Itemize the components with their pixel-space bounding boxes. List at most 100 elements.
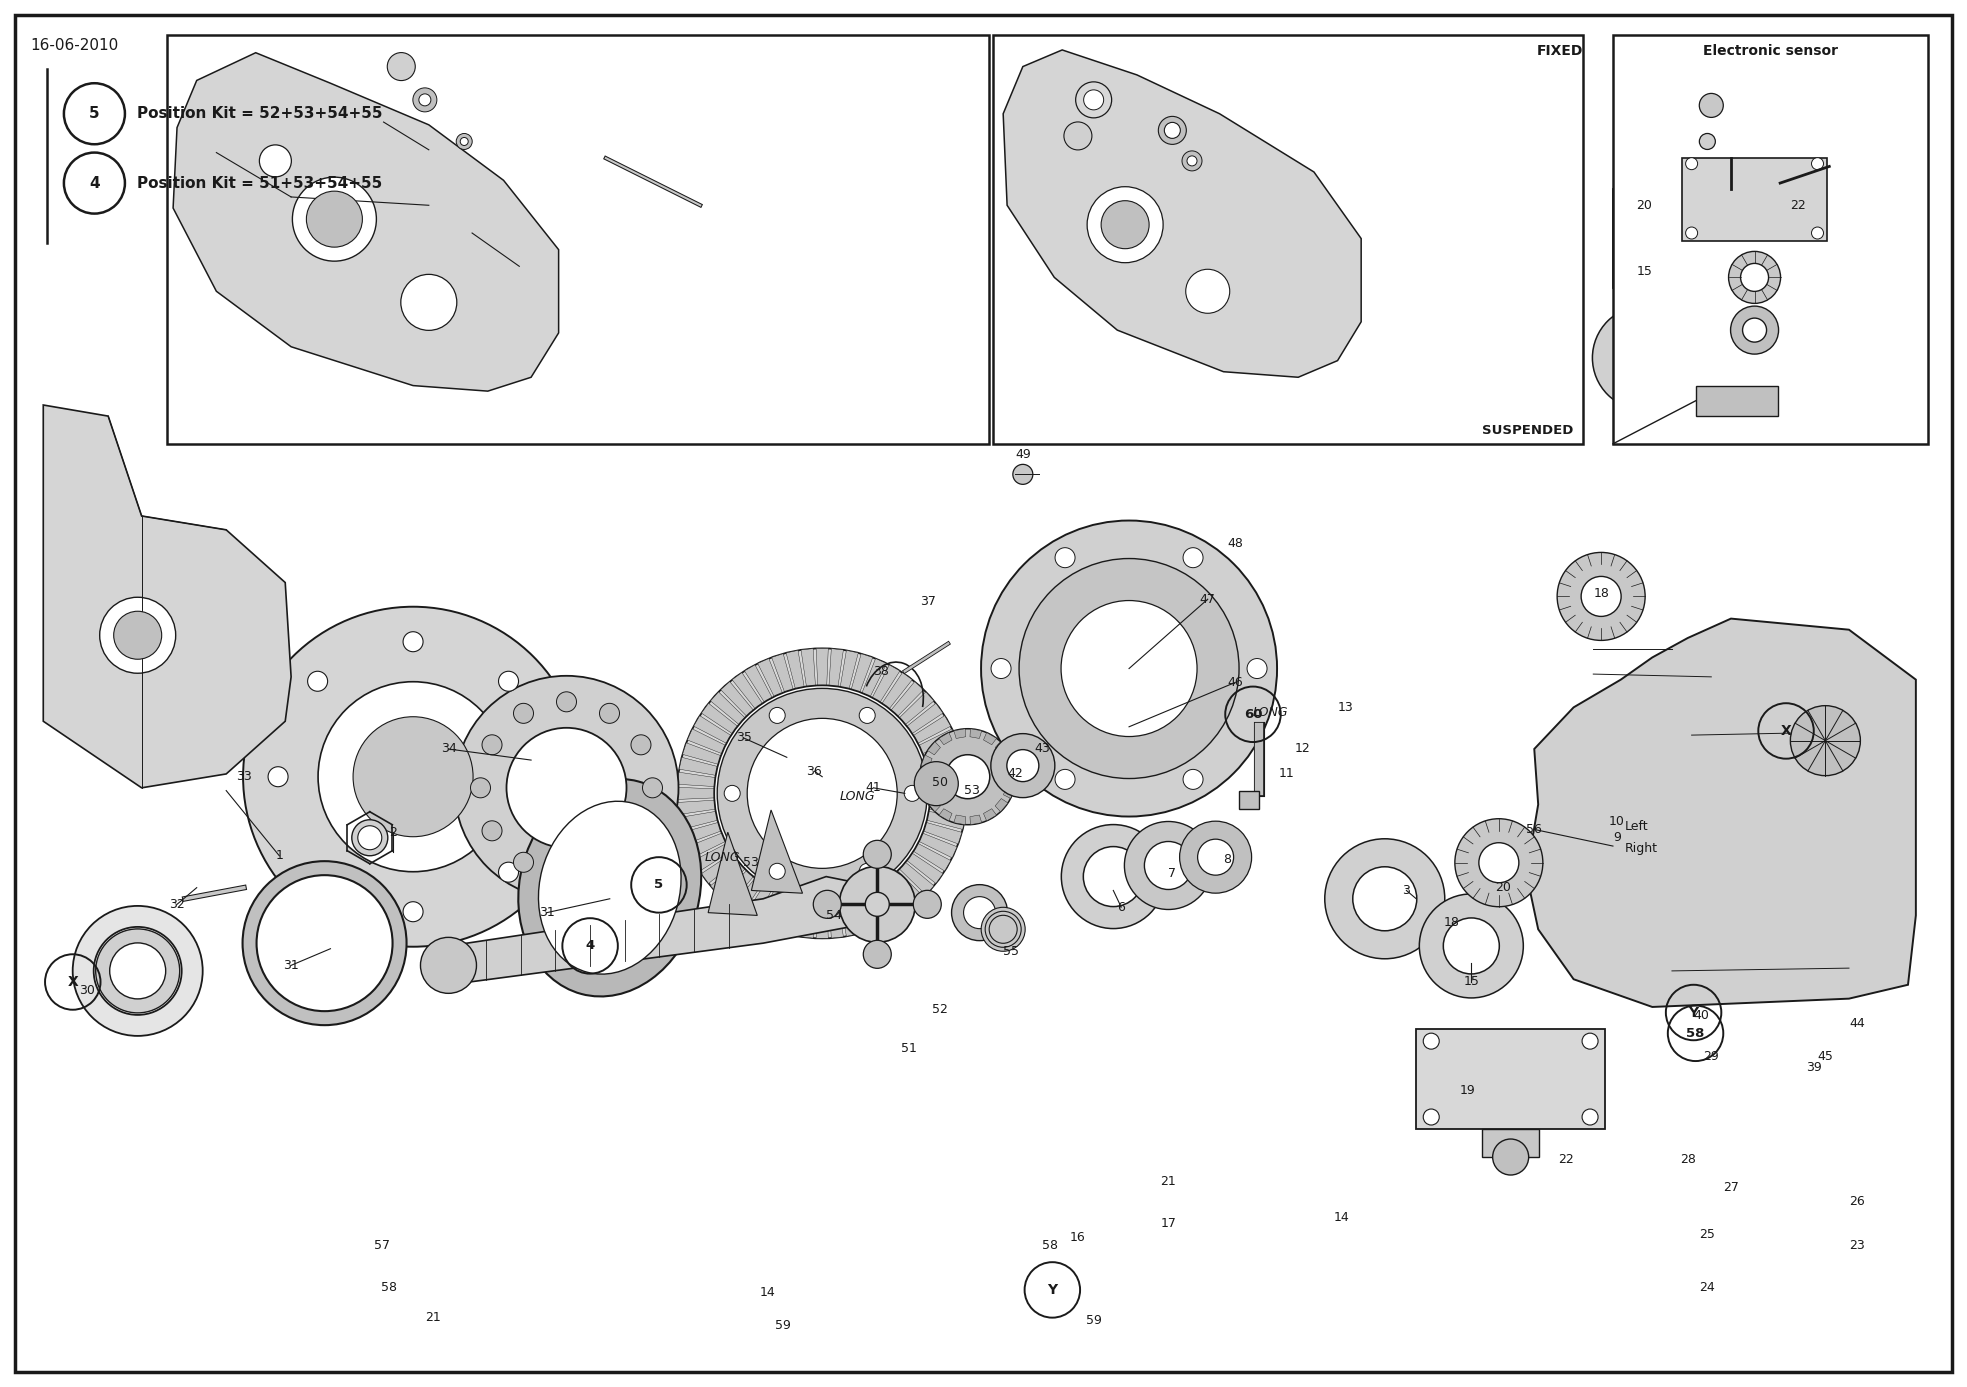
Circle shape bbox=[747, 718, 897, 868]
Text: 52: 52 bbox=[932, 1003, 948, 1017]
Text: 28: 28 bbox=[1680, 1153, 1696, 1166]
Circle shape bbox=[110, 943, 165, 999]
Text: X: X bbox=[1780, 724, 1792, 738]
Bar bbox=[1613, 35, 1928, 444]
Polygon shape bbox=[938, 809, 952, 821]
Polygon shape bbox=[771, 895, 793, 933]
Polygon shape bbox=[801, 649, 816, 687]
Polygon shape bbox=[907, 853, 942, 884]
Polygon shape bbox=[913, 716, 950, 743]
Text: 41: 41 bbox=[865, 781, 881, 795]
Text: 47: 47 bbox=[1200, 592, 1216, 606]
Text: 50: 50 bbox=[932, 775, 948, 789]
Polygon shape bbox=[686, 834, 726, 857]
Circle shape bbox=[96, 929, 179, 1013]
Circle shape bbox=[557, 692, 576, 712]
Polygon shape bbox=[1007, 771, 1015, 782]
Circle shape bbox=[1353, 867, 1416, 931]
Text: Electronic sensor: Electronic sensor bbox=[1703, 44, 1837, 58]
Polygon shape bbox=[891, 681, 924, 716]
Bar bbox=[1239, 791, 1259, 809]
Polygon shape bbox=[732, 673, 763, 709]
Circle shape bbox=[1790, 706, 1861, 775]
Circle shape bbox=[307, 671, 328, 691]
Circle shape bbox=[352, 820, 387, 856]
Circle shape bbox=[307, 191, 362, 247]
Circle shape bbox=[631, 821, 651, 841]
Circle shape bbox=[73, 906, 203, 1036]
Circle shape bbox=[952, 885, 1007, 940]
Circle shape bbox=[1778, 270, 1794, 287]
Text: 31: 31 bbox=[283, 958, 299, 972]
Text: 22: 22 bbox=[1558, 1153, 1574, 1166]
Circle shape bbox=[1686, 227, 1698, 239]
Text: 6: 6 bbox=[1117, 900, 1125, 914]
Text: Y: Y bbox=[1688, 1006, 1699, 1019]
Circle shape bbox=[268, 767, 287, 786]
Text: 44: 44 bbox=[1849, 1017, 1865, 1031]
Polygon shape bbox=[828, 649, 844, 687]
Polygon shape bbox=[694, 716, 732, 743]
Text: FIXED: FIXED bbox=[1536, 44, 1583, 58]
Circle shape bbox=[1581, 577, 1621, 616]
Text: Right: Right bbox=[1625, 842, 1658, 856]
Text: 45: 45 bbox=[1818, 1050, 1833, 1064]
Text: 18: 18 bbox=[1593, 587, 1609, 601]
Polygon shape bbox=[1526, 619, 1916, 1007]
Circle shape bbox=[1812, 158, 1823, 169]
Polygon shape bbox=[852, 653, 873, 692]
Circle shape bbox=[864, 841, 891, 868]
Circle shape bbox=[1617, 190, 1633, 207]
Circle shape bbox=[714, 685, 930, 902]
Polygon shape bbox=[677, 773, 716, 786]
Text: 16: 16 bbox=[1070, 1230, 1086, 1244]
Circle shape bbox=[1247, 659, 1267, 678]
Circle shape bbox=[1064, 122, 1092, 150]
Circle shape bbox=[982, 520, 1277, 817]
Text: 55: 55 bbox=[1003, 945, 1019, 958]
Text: 20: 20 bbox=[1495, 881, 1511, 895]
Polygon shape bbox=[928, 799, 940, 811]
Circle shape bbox=[1743, 318, 1766, 343]
Circle shape bbox=[421, 938, 476, 993]
Circle shape bbox=[921, 728, 1015, 825]
Circle shape bbox=[769, 707, 785, 724]
Circle shape bbox=[905, 785, 921, 802]
Circle shape bbox=[352, 717, 474, 836]
Polygon shape bbox=[899, 692, 934, 724]
Circle shape bbox=[600, 852, 620, 872]
Circle shape bbox=[840, 867, 915, 942]
Text: 43: 43 bbox=[1035, 742, 1050, 756]
Text: 60: 60 bbox=[1243, 707, 1263, 721]
Polygon shape bbox=[677, 788, 714, 799]
Circle shape bbox=[1125, 821, 1212, 910]
Polygon shape bbox=[771, 653, 793, 692]
Text: 14: 14 bbox=[759, 1286, 775, 1300]
Polygon shape bbox=[926, 757, 966, 775]
Circle shape bbox=[865, 892, 889, 917]
Text: 24: 24 bbox=[1699, 1280, 1715, 1294]
Text: SUSPENDED: SUSPENDED bbox=[1483, 424, 1574, 437]
Circle shape bbox=[1182, 548, 1204, 567]
Text: 21: 21 bbox=[425, 1311, 441, 1325]
Text: 36: 36 bbox=[806, 764, 822, 778]
Circle shape bbox=[677, 648, 968, 939]
Circle shape bbox=[94, 927, 181, 1015]
Text: 14: 14 bbox=[1334, 1211, 1349, 1225]
Polygon shape bbox=[919, 834, 958, 857]
Text: 5: 5 bbox=[655, 878, 663, 892]
Polygon shape bbox=[757, 890, 783, 928]
Polygon shape bbox=[881, 673, 913, 709]
Circle shape bbox=[1198, 839, 1233, 875]
Circle shape bbox=[506, 728, 627, 847]
Text: 38: 38 bbox=[873, 664, 889, 678]
Circle shape bbox=[1581, 1033, 1597, 1049]
Text: 2: 2 bbox=[389, 825, 397, 839]
Circle shape bbox=[482, 735, 502, 755]
Circle shape bbox=[1013, 465, 1033, 484]
Circle shape bbox=[1581, 1110, 1597, 1125]
Text: 5: 5 bbox=[89, 107, 100, 121]
Text: LONG: LONG bbox=[704, 850, 740, 864]
Text: 8: 8 bbox=[1223, 853, 1231, 867]
Circle shape bbox=[1159, 117, 1186, 144]
